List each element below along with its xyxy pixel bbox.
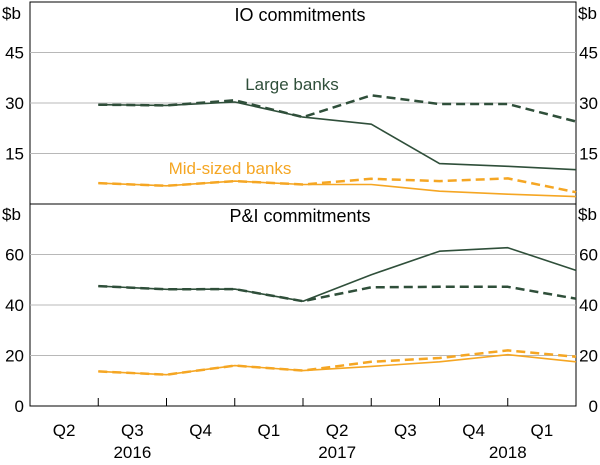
x-year-label: 2017 [318, 443, 356, 460]
mid-sized-banks-label: Mid-sized banks [169, 159, 292, 178]
large-banks-label: Large banks [245, 75, 339, 94]
io-y-tick-label-left: 45 [5, 44, 24, 63]
pi-y-axis-right: 0 20 40 60 [579, 246, 598, 417]
io-commitments-panel: 15 30 45 15 30 45 IO commitments $b $b Large… [2, 1, 598, 205]
pi-y-tick-label-right: 60 [579, 246, 598, 265]
io-y-tick-label-left: 30 [5, 94, 24, 113]
pi-unit-left: $b [2, 205, 21, 224]
x-year-label: 2018 [489, 443, 527, 460]
io-panel-title: IO commitments [234, 5, 365, 25]
pi-y-tick-label-left: 60 [5, 246, 24, 265]
io-series-group [98, 94, 577, 198]
io-unit-right: $b [578, 4, 597, 23]
io-mid-sized-banks-line [98, 180, 577, 198]
io-gridlines [30, 52, 576, 154]
pi-mid-sized-banks-dashed-line [98, 349, 577, 376]
pi-panel-title: P&I commitments [229, 206, 370, 226]
pi-commitments-panel: 0 20 40 60 0 20 40 60 P&I commitments $b $b [2, 203, 598, 417]
pi-gridlines [30, 254, 576, 356]
pi-large-banks-dashed-line [98, 284, 577, 303]
x-tick-label: Q4 [189, 421, 212, 440]
x-tick-label: Q4 [462, 421, 485, 440]
pi-y-tick-label-left: 0 [15, 397, 24, 416]
io-y-tick-label-right: 45 [579, 44, 598, 63]
io-y-tick-label-left: 15 [5, 145, 24, 164]
x-tick-label: Q3 [394, 421, 417, 440]
pi-unit-right: $b [578, 205, 597, 224]
io-y-tick-label-right: 15 [579, 145, 598, 164]
x-axis: Q2 Q3 Q4 Q1 Q2 Q3 Q4 Q1 2016 2017 2018 [53, 398, 554, 462]
pi-series-group [98, 246, 577, 376]
io-y-axis-left: 15 30 45 [5, 44, 24, 164]
io-large-banks-line [98, 101, 577, 171]
io-large-banks-dashed-line [98, 94, 577, 123]
pi-y-tick-label-right: 40 [579, 296, 598, 315]
x-tick-label: Q1 [258, 421, 281, 440]
pi-mid-sized-banks-line [98, 353, 577, 376]
pi-y-tick-label-left: 20 [5, 347, 24, 366]
io-unit-left: $b [2, 4, 21, 23]
io-mid-sized-banks-dashed-line [98, 177, 577, 194]
x-tick-label: Q1 [531, 421, 554, 440]
x-year-label: 2016 [113, 443, 151, 460]
x-tick-label: Q3 [121, 421, 144, 440]
x-tick-label: Q2 [53, 421, 76, 440]
pi-y-tick-label-right: 20 [579, 347, 598, 366]
pi-y-tick-label-left: 40 [5, 296, 24, 315]
pi-y-axis-left: 0 20 40 60 [5, 246, 24, 417]
pi-y-tick-label-right: 0 [589, 397, 598, 416]
pi-large-banks-line [98, 246, 577, 303]
io-y-axis-right: 15 30 45 [579, 44, 598, 164]
x-tick-label: Q2 [326, 421, 349, 440]
io-y-tick-label-right: 30 [579, 94, 598, 113]
